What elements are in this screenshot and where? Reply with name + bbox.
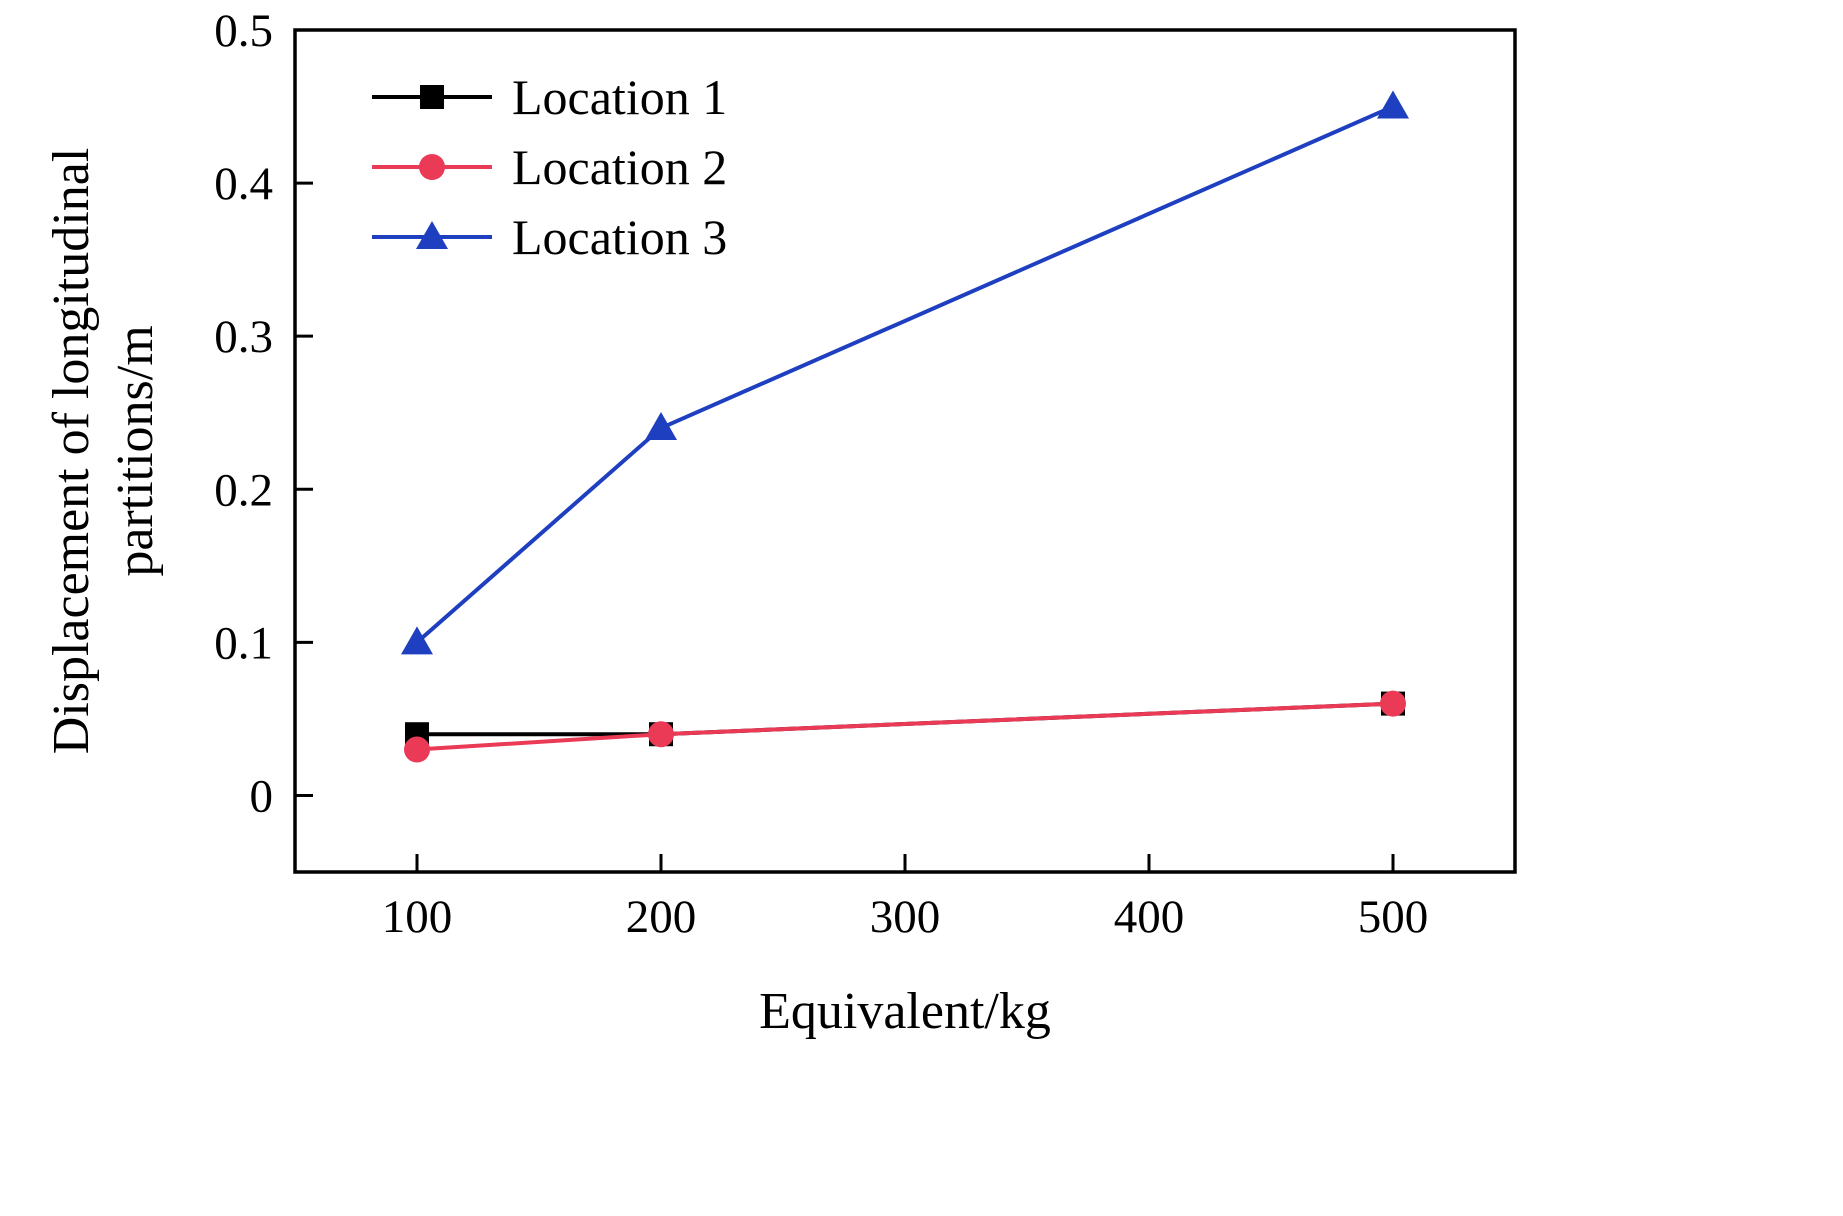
- x-tick-label: 100: [382, 891, 453, 943]
- legend-sample-line-icon: [372, 154, 492, 180]
- y-tick-label: 0.4: [214, 158, 273, 210]
- legend-label: Location 1: [512, 69, 728, 125]
- legend: Location 1 Location 2 Location 3: [372, 62, 727, 272]
- y-tick-label: 0: [250, 770, 274, 822]
- x-tick-label: 400: [1114, 891, 1185, 943]
- legend-label: Location 2: [512, 139, 728, 195]
- y-axis-title-line1: Displacement of longitudinal: [43, 148, 100, 755]
- triangle-marker-icon: [401, 626, 433, 655]
- x-axis-title: Equivalent/kg: [759, 983, 1051, 1040]
- y-tick-label: 0.5: [214, 5, 273, 57]
- axis-ticks: [295, 28, 1395, 872]
- y-tick-label: 0.2: [214, 464, 273, 516]
- series-line-location-2: [416, 701, 1394, 752]
- x-tick-label: 500: [1358, 891, 1429, 943]
- legend-label: Location 3: [512, 209, 728, 265]
- y-tick-label: 0.1: [214, 617, 273, 669]
- circle-marker-icon: [1380, 690, 1406, 717]
- legend-item-location-3: Location 3: [372, 202, 727, 272]
- legend-sample-line-icon: [372, 85, 492, 109]
- legend-square-icon: [420, 85, 444, 109]
- legend-circle-icon: [419, 154, 445, 180]
- x-tick-label: 300: [870, 891, 941, 943]
- y-axis-title-line2: partitions/m: [107, 325, 164, 576]
- x-tick-label: 200: [626, 891, 697, 943]
- triangle-marker-icon: [645, 412, 677, 441]
- y-tick-label: 0.3: [214, 311, 273, 363]
- triangle-marker-icon: [1377, 90, 1409, 119]
- legend-triangle-icon: [416, 221, 448, 249]
- legend-item-location-2: Location 2: [372, 132, 727, 202]
- legend-item-location-1: Location 1: [372, 62, 727, 132]
- circle-marker-icon: [648, 721, 674, 748]
- circle-marker-icon: [404, 736, 430, 763]
- series-layer: [401, 90, 1409, 763]
- legend-sample-line-icon: [372, 221, 492, 249]
- axis-tick-labels: 100 200 300 400 500 0 0.1 0.2 0.3 0.4 0.5: [214, 5, 1428, 943]
